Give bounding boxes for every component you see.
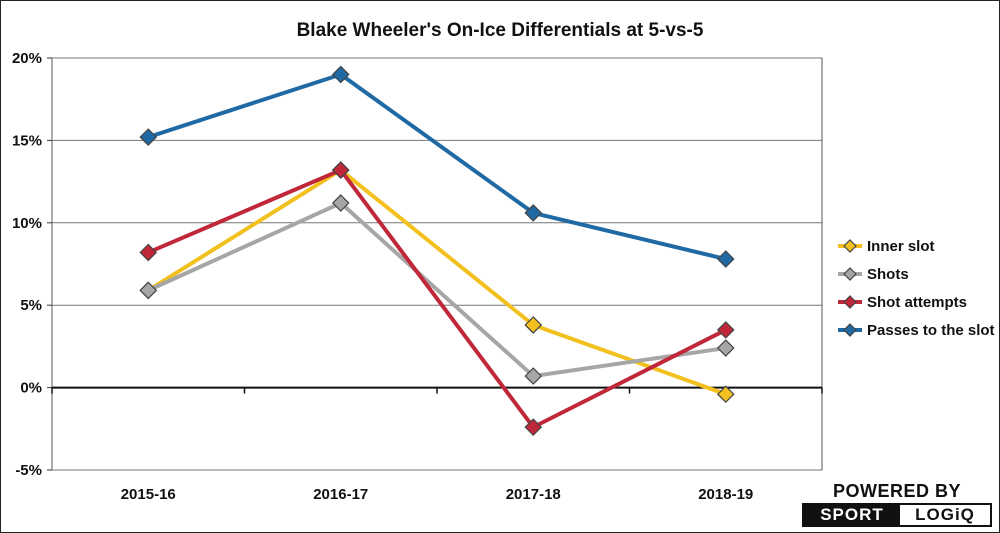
y-tick-label: 5% bbox=[20, 297, 42, 314]
y-tick-label: 0% bbox=[20, 380, 42, 397]
y-tick-label: -5% bbox=[15, 462, 42, 479]
y-axis-ticks: -5% 0% 5% 10% 15% 20% bbox=[12, 50, 42, 479]
series-line bbox=[147, 168, 727, 397]
legend-label: Shot attempts bbox=[867, 294, 967, 311]
legend-label: Passes to the slot bbox=[867, 322, 995, 339]
data-point bbox=[331, 161, 350, 179]
x-tick-label: 2016-17 bbox=[313, 486, 368, 503]
data-point bbox=[331, 194, 350, 212]
powered-by-text: POWERED BY bbox=[832, 481, 961, 501]
data-point bbox=[524, 367, 543, 385]
data-point bbox=[139, 128, 158, 146]
series-line bbox=[147, 72, 727, 262]
logo-sport-text: SPORT bbox=[804, 505, 900, 525]
data-point bbox=[524, 204, 543, 222]
data-point bbox=[716, 321, 735, 339]
x-tick-label: 2018-19 bbox=[698, 486, 753, 503]
data-point bbox=[139, 243, 158, 262]
chart-title: Blake Wheeler's On-Ice Differentials at … bbox=[297, 20, 704, 41]
logo-logiq-text: LOGiQ bbox=[900, 505, 990, 525]
series-lines bbox=[147, 72, 727, 430]
legend-swatch-marker bbox=[843, 267, 857, 281]
legend-swatch-marker bbox=[843, 323, 857, 337]
legend-label: Inner slot bbox=[867, 238, 935, 255]
x-tick-label: 2017-18 bbox=[506, 486, 561, 503]
sportlogiq-logo: SPORT LOGiQ bbox=[802, 503, 992, 527]
legend-swatch-marker bbox=[843, 295, 857, 309]
x-tick-label: 2015-16 bbox=[121, 486, 176, 503]
y-tick-label: 20% bbox=[12, 50, 42, 67]
series-line bbox=[147, 201, 727, 379]
series-markers bbox=[139, 65, 735, 437]
powered-by-logo: POWERED BY SPORT LOGiQ bbox=[802, 481, 992, 527]
data-point bbox=[716, 385, 735, 404]
y-tick-label: 15% bbox=[12, 132, 42, 149]
series-line bbox=[147, 168, 727, 430]
y-tick-label: 10% bbox=[12, 215, 42, 232]
legend-swatch-marker bbox=[843, 239, 857, 253]
data-point bbox=[716, 339, 735, 357]
data-point bbox=[716, 250, 735, 268]
data-point bbox=[524, 418, 543, 437]
plot-area-border bbox=[51, 57, 823, 471]
data-point bbox=[331, 65, 350, 84]
data-point bbox=[139, 281, 158, 300]
x-axis-ticks: 2015-16 2016-17 2017-18 2018-19 bbox=[121, 486, 754, 503]
legend-label: Shots bbox=[867, 266, 909, 283]
gridlines bbox=[47, 57, 823, 471]
data-point bbox=[524, 316, 543, 334]
legend: Inner slot Shots Shot attempts Passes to th… bbox=[838, 238, 995, 339]
